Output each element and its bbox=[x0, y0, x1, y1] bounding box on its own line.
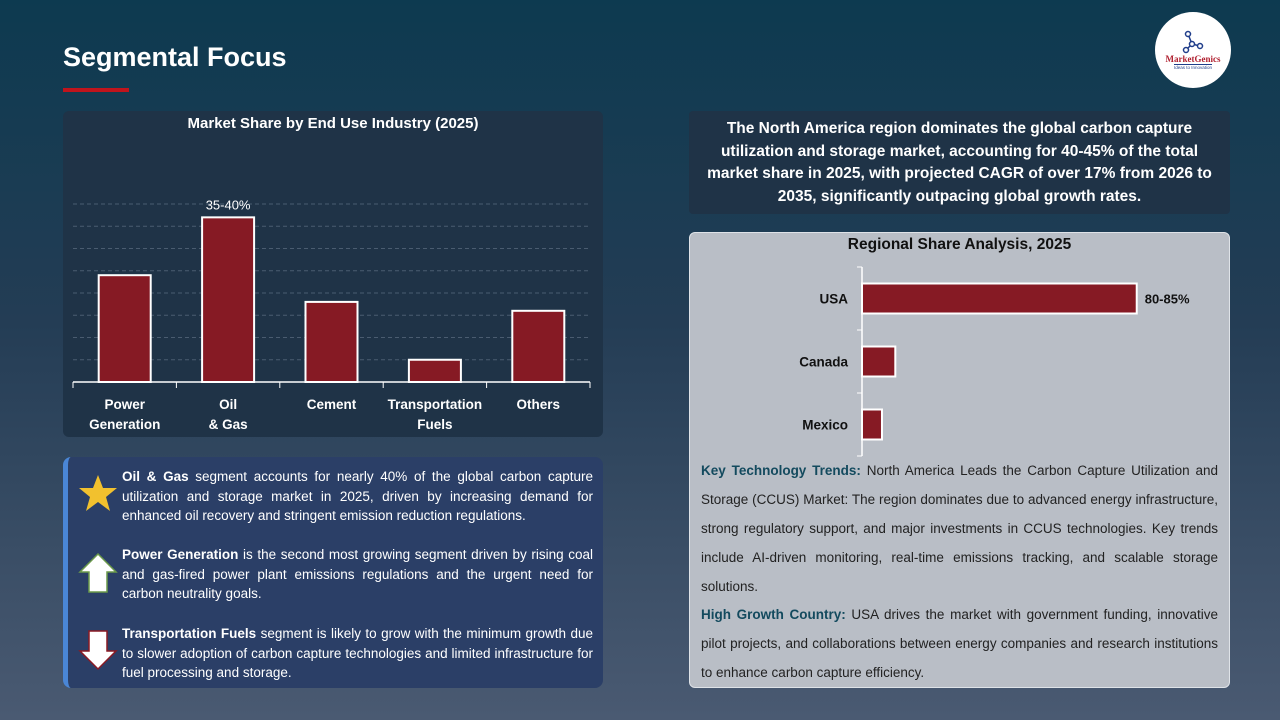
data-label: 35-40% bbox=[206, 197, 251, 212]
y-tick-label: USA bbox=[819, 292, 848, 307]
arrow-down-icon bbox=[78, 630, 118, 671]
page-title: Segmental Focus bbox=[63, 42, 287, 72]
x-tick-label: Oil bbox=[219, 397, 237, 412]
y-tick-label: Canada bbox=[799, 355, 848, 370]
title-underline bbox=[63, 88, 129, 92]
data-label: 80-85% bbox=[1145, 292, 1190, 307]
regional-panel: Regional Share Analysis, 2025 USA 80-85% C… bbox=[689, 232, 1230, 688]
arrow-up-icon bbox=[78, 552, 118, 593]
end-use-chart-title: Market Share by End Use Industry (2025) bbox=[187, 115, 479, 132]
end-use-chart-panel: Market Share by End Use Industry (2025) … bbox=[63, 111, 603, 437]
star-icon bbox=[79, 475, 117, 511]
bar bbox=[97, 274, 152, 383]
x-tick-label: Transportation bbox=[388, 397, 483, 412]
bar bbox=[861, 282, 1138, 315]
x-tick-label: Others bbox=[517, 397, 561, 412]
segment-power-generation: Power Generation is the second most grow… bbox=[122, 547, 594, 601]
logo-name: MarketGenics bbox=[1165, 54, 1221, 64]
regional-chart-title: Regional Share Analysis, 2025 bbox=[847, 236, 1072, 253]
regional-chart: USA 80-85% Canada Mexico bbox=[799, 266, 1190, 457]
bar bbox=[861, 345, 897, 378]
segment-oil-gas: Oil & Gas segment accounts for nearly 40… bbox=[122, 469, 593, 523]
x-tick-label: Generation bbox=[89, 417, 160, 432]
x-tick-label: Fuels bbox=[417, 417, 452, 432]
bar bbox=[407, 358, 462, 383]
logo: MarketGenics Ideas to Innovation bbox=[1155, 12, 1231, 88]
bar bbox=[304, 300, 359, 383]
segment-transportation-fuels: Transportation Fuels segment is likely t… bbox=[122, 626, 593, 680]
bar bbox=[861, 408, 883, 441]
end-use-chart: Power Generation 35-40% Oil & Gas Cement Trans… bbox=[72, 197, 591, 432]
region-summary: The North America region dominates the g… bbox=[689, 111, 1230, 214]
y-tick-label: Mexico bbox=[802, 418, 848, 433]
key-technology-trends: Key Technology Trends: North America Lea… bbox=[701, 463, 1218, 594]
molecule-icon bbox=[1182, 30, 1204, 54]
x-tick-label: Cement bbox=[307, 397, 357, 412]
high-growth-country: High Growth Country: USA drives the mark… bbox=[701, 607, 1218, 680]
bar bbox=[511, 309, 566, 383]
segment-insights-panel: Oil & Gas segment accounts for nearly 40… bbox=[63, 457, 603, 688]
x-tick-label: Power bbox=[104, 397, 145, 412]
x-tick-label: & Gas bbox=[209, 417, 248, 432]
bar bbox=[201, 216, 256, 383]
logo-tagline: Ideas to Innovation bbox=[1173, 64, 1213, 70]
